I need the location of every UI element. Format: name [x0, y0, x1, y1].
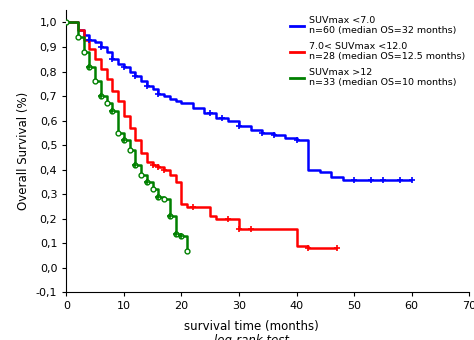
Text: survival time (months): survival time (months) [184, 320, 319, 333]
Y-axis label: Overall Survival (%): Overall Survival (%) [17, 92, 30, 210]
Text: log-rank test: log-rank test [214, 334, 289, 340]
Legend: SUVmax <7.0
n=60 (median OS=32 months), 7.0< SUVmax <12.0
n=28 (median OS=12.5 m: SUVmax <7.0 n=60 (median OS=32 months), … [286, 12, 469, 91]
